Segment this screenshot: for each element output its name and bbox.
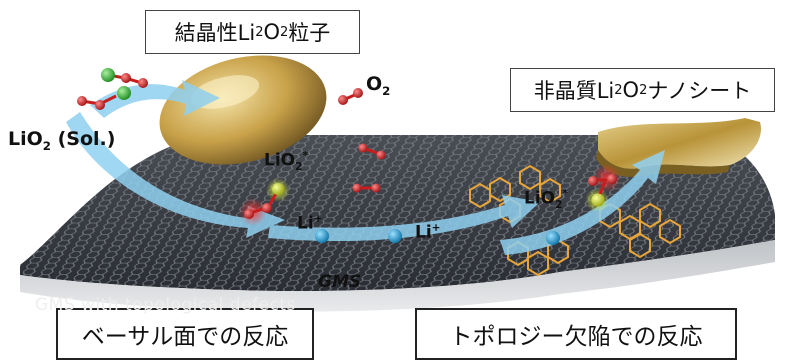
- topological-defect-reaction-label: トポロジー欠陥での反応: [415, 308, 737, 360]
- basal-plane-reaction-label: ベーサル面での反応: [56, 308, 314, 360]
- amorphous-nanosheet-label: 非晶質Li 2 O 2 ナノシート: [510, 68, 775, 112]
- lio2-adsorbed-defect: [585, 164, 621, 212]
- o2-label: O2: [366, 73, 391, 98]
- o2-molecule: [352, 183, 381, 193]
- lio2-adsorbed-defect-label: LiO2*: [524, 188, 568, 212]
- lio2-solution-molecule: [77, 86, 131, 110]
- li-ion-label: Li+: [297, 213, 323, 234]
- li-ion: [546, 231, 560, 245]
- li-ion: [388, 229, 402, 243]
- amorphous-nanosheet: [596, 118, 761, 177]
- o2-molecule: [358, 143, 386, 160]
- graphene-sheet: [20, 135, 775, 312]
- gms-label: GMS: [318, 272, 362, 292]
- lio2-adsorbed-basal: [239, 178, 290, 226]
- li-ion: [315, 229, 329, 243]
- watermark-text: GMS with topological defects: [35, 295, 296, 315]
- o2-molecule: [338, 88, 363, 105]
- crystalline-particle-label: 結晶性Li 2 O 2 粒子: [145, 10, 360, 54]
- li-ion-label: Li+: [415, 222, 441, 243]
- lio2-adsorbed-basal-label: LiO2*: [264, 150, 308, 174]
- lio2-solution-molecule: [101, 68, 148, 88]
- lio2-solution-label: LiO2 (Sol.): [8, 128, 116, 153]
